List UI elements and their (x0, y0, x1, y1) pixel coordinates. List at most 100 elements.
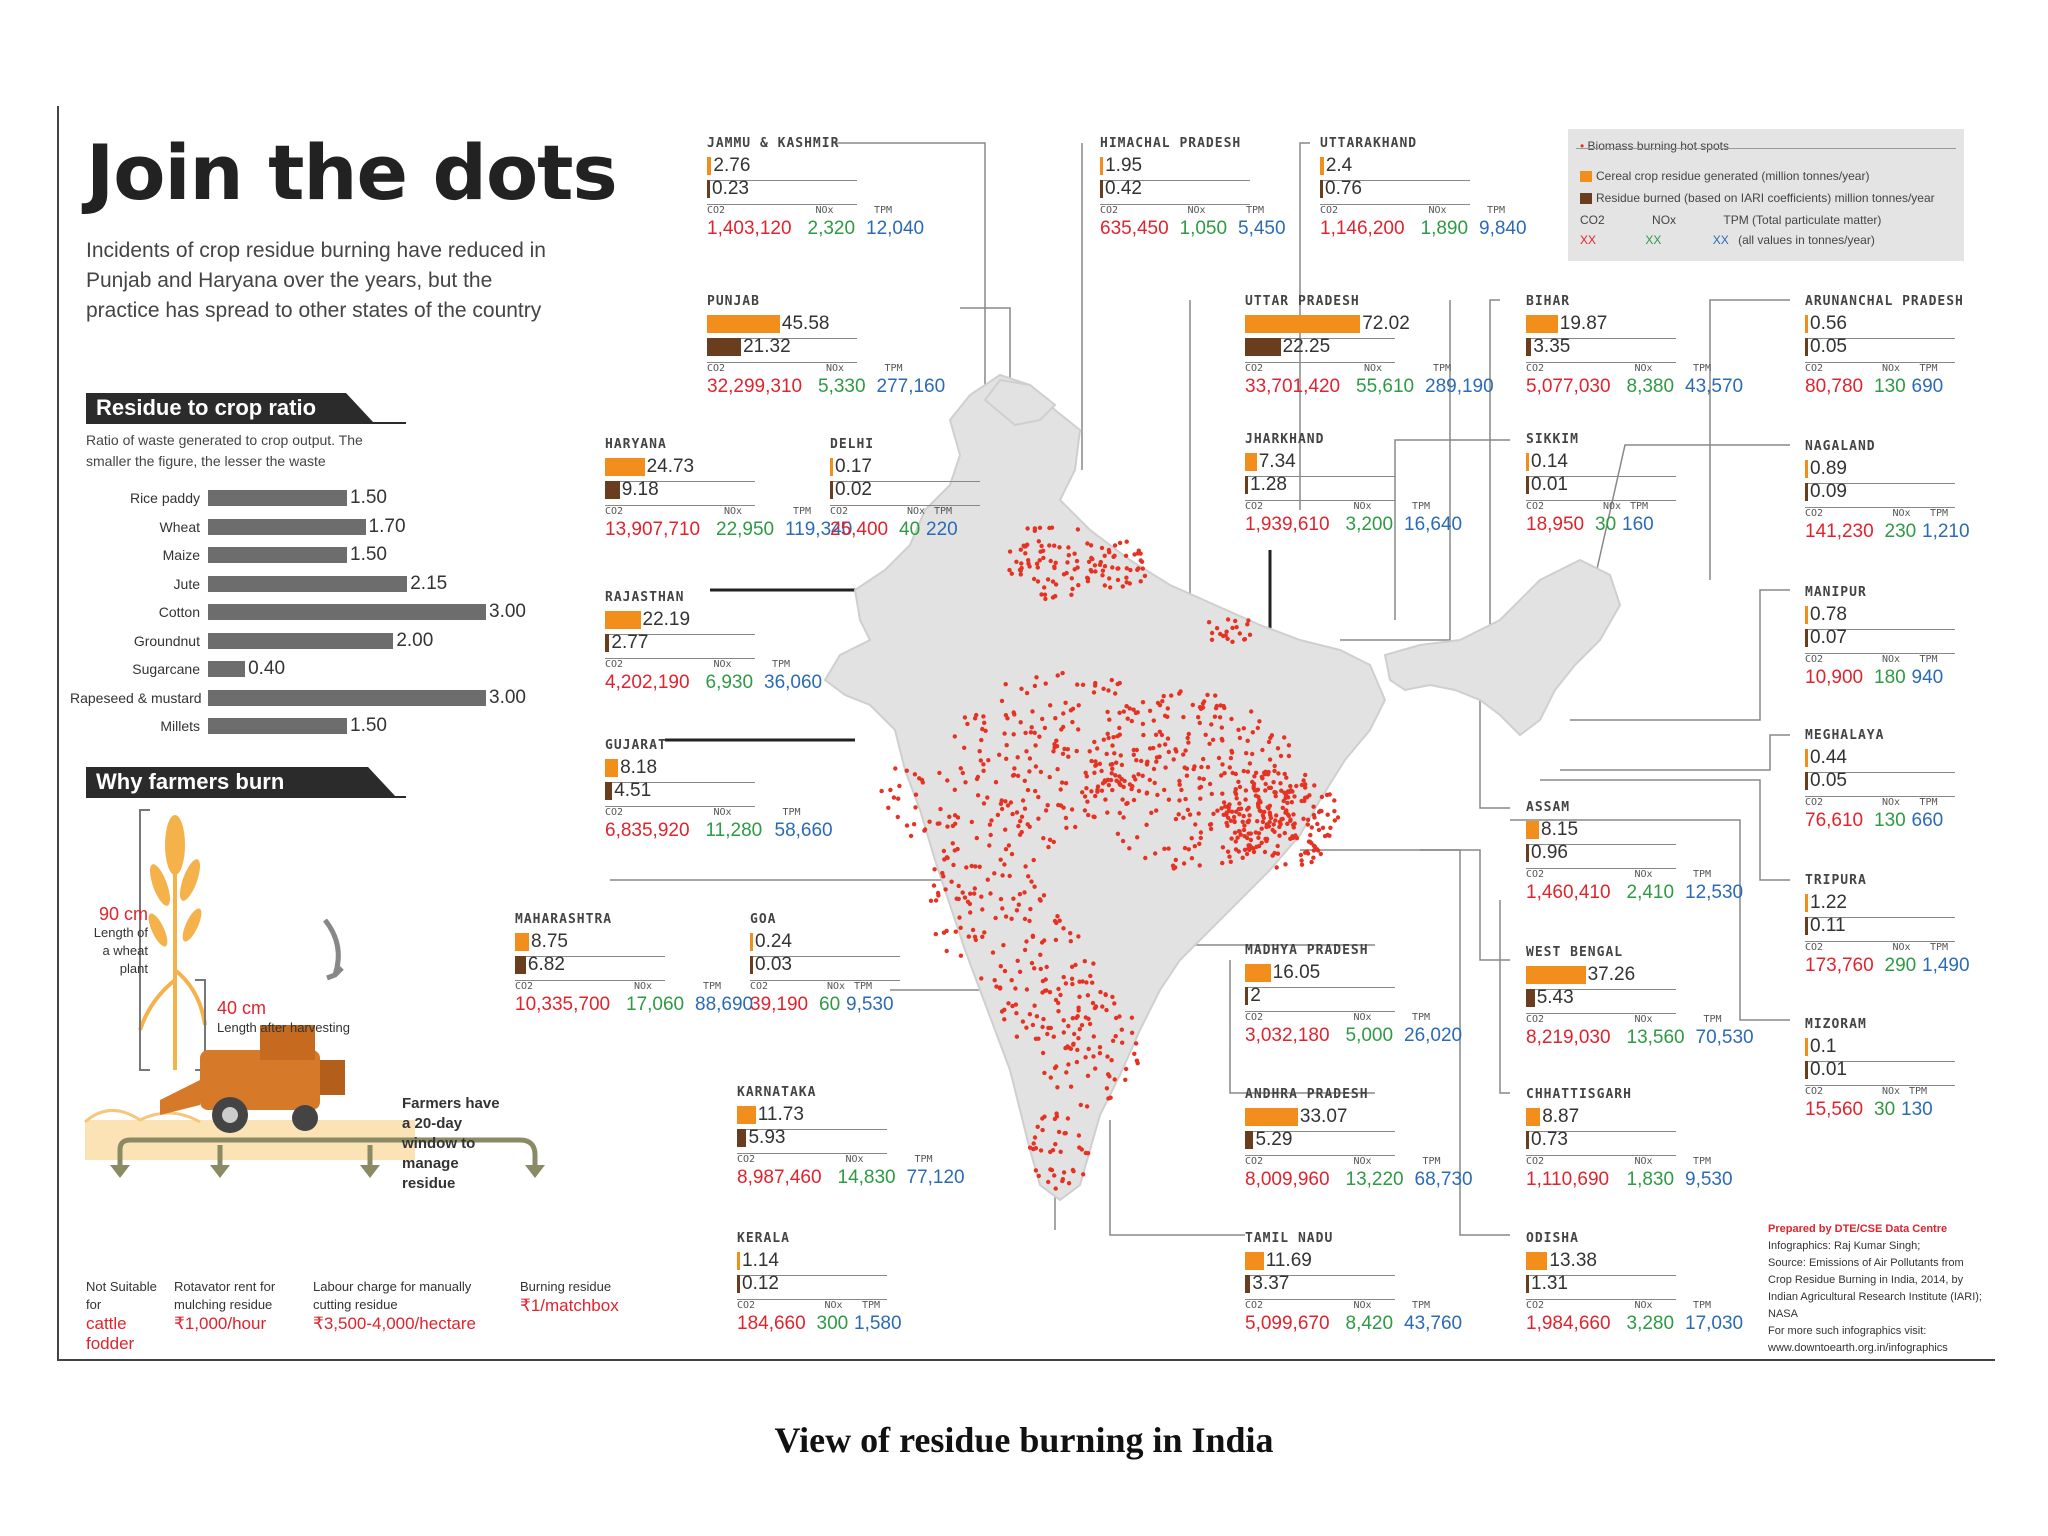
legend-nox-xx: XX (1645, 233, 1662, 247)
hotspot-dot (1033, 1146, 1039, 1151)
after-length-label: Length after harvesting (217, 1020, 350, 1035)
hotspot-dot (1075, 682, 1080, 687)
co2-label: CO2 (830, 506, 849, 517)
hotspot-dot (1197, 705, 1203, 710)
generated-row: 8.18 (605, 758, 855, 778)
hotspot-dot (1062, 1131, 1067, 1136)
hotspot-dot (1033, 788, 1038, 794)
hotspot-dot (1268, 735, 1273, 740)
hotspot-dot (1206, 620, 1212, 625)
hotspot-dot (1103, 797, 1108, 802)
hotspot-dot (945, 855, 950, 861)
hotspot-dot (1106, 782, 1112, 788)
hotspot-dot (1237, 784, 1243, 790)
hotspot-dot (1225, 617, 1231, 622)
hotspot-dot (1226, 805, 1231, 811)
hotspot-dot (1097, 1051, 1103, 1056)
burned-row: 0.07 (1805, 628, 2048, 648)
nox-value: 13,220 (1345, 1169, 1404, 1190)
option-highlight: ₹1/matchbox (520, 1296, 619, 1315)
hotspot-dot (1219, 725, 1225, 730)
ratio-row-cotton: Cotton 3.00 (80, 602, 530, 622)
hotspot-dot (1256, 835, 1261, 840)
row-rule (707, 362, 857, 363)
hotspot-dot (1076, 1005, 1081, 1010)
burned-value: 0.42 (1105, 178, 1142, 199)
generated-bar (1805, 1038, 1808, 1056)
hotspot-dot (1081, 1172, 1086, 1177)
hotspot-dot (879, 788, 884, 794)
legend: • Biomass burning hot spots Cereal crop … (1568, 129, 1964, 261)
hotspot-dot (1014, 1034, 1020, 1039)
burned-value: 0.03 (755, 954, 792, 975)
hotspot-dot (1144, 822, 1149, 827)
hotspot-dot (1091, 1054, 1096, 1059)
hotspot-dot (933, 931, 938, 937)
hotspot-dot (987, 822, 993, 827)
hotspot-dot (1229, 836, 1234, 841)
hotspot-dot (1131, 774, 1137, 779)
generated-row: 0.17 (830, 457, 1080, 477)
state-west-bengal: WEST BENGAL 37.26 5.43 CO2 NOx TPM 8,219,030 13… (1526, 945, 1776, 1049)
ratio-bar (208, 632, 394, 649)
hotspot-dot (1311, 855, 1316, 860)
generated-row: 19.87 (1526, 314, 1776, 334)
state-jharkhand: JHARKHAND 7.34 1.28 CO2 NOx TPM 1,939,610 3,200… (1245, 432, 1495, 536)
hotspot-dot (1067, 1045, 1072, 1051)
generated-value: 45.58 (781, 313, 830, 334)
pollutant-values: 3,032,180 5,000 26,020 (1245, 1025, 1495, 1047)
hotspot-dot (1075, 527, 1081, 532)
hotspot-dot (1075, 1047, 1080, 1053)
row-rule (1526, 362, 1676, 363)
hotspot-dot (1212, 714, 1218, 719)
hotspot-dot (1133, 1041, 1139, 1046)
hotspot-dot (947, 814, 952, 819)
pollutant-values: 1,939,610 3,200 16,640 (1245, 514, 1495, 536)
hotspot-dot (1225, 823, 1230, 828)
burned-bar (1805, 772, 1808, 790)
hotspot-dot (1066, 1181, 1072, 1186)
hotspot-dot (1285, 800, 1290, 806)
co2-label: CO2 (1526, 1156, 1545, 1167)
hotspot-dot (1123, 553, 1129, 558)
hotspot-dot (962, 715, 968, 720)
hotspot-dot (1027, 769, 1032, 774)
credit-line-2: Source: Emissions of Air Pollutants from… (1768, 1257, 1982, 1320)
hotspot-dot (1248, 837, 1254, 843)
hotspot-dot (1041, 893, 1047, 898)
hotspot-dot (1092, 739, 1097, 745)
burned-bar (1805, 629, 1808, 647)
hotspot-dot (1184, 766, 1190, 771)
co2-value: 5,099,670 (1245, 1313, 1330, 1334)
hotspot-dot (1108, 777, 1114, 783)
hotspot-dot (1186, 847, 1192, 852)
hotspot-dot (1011, 772, 1017, 778)
generated-bar (1245, 1108, 1298, 1126)
tpm-label: TPM (1487, 205, 1506, 216)
hotspot-dot (1224, 629, 1229, 634)
hotspot-dot (1053, 937, 1059, 943)
hotspot-dot (1031, 857, 1036, 863)
hotspot-dot (1058, 1149, 1063, 1155)
hotspot-dot (1292, 821, 1297, 826)
pollutant-values: 1,403,120 2,320 12,040 (707, 218, 957, 240)
state-kerala: KERALA 1.14 0.12 CO2 NOx TPM 184,660 300 1,580 (737, 1231, 987, 1335)
co2-value: 25,400 (830, 519, 889, 540)
state-name: MAHARASHTRA (515, 912, 613, 927)
row-rule (605, 481, 755, 482)
tpm-label: TPM (1693, 1156, 1712, 1167)
hotspot-dot (1235, 835, 1240, 840)
state-nagaland: NAGALAND 0.89 0.09 CO2 NOx TPM 141,230 230 1,210 (1805, 439, 2048, 543)
hotspot-dot (1247, 632, 1253, 637)
hotspot-dot (1026, 561, 1031, 566)
hotspot-dot (1113, 691, 1118, 696)
tpm-label: TPM (1433, 363, 1452, 374)
co2-value: 10,900 (1805, 667, 1864, 688)
generated-bar (830, 458, 833, 476)
hotspot-dot (1266, 739, 1272, 745)
hotspot-dot (1076, 1036, 1081, 1041)
burned-bar (707, 180, 710, 198)
hotspot-dot (1222, 705, 1227, 711)
hotspot-dot (1010, 1003, 1015, 1009)
co2-value: 5,077,030 (1526, 376, 1611, 397)
